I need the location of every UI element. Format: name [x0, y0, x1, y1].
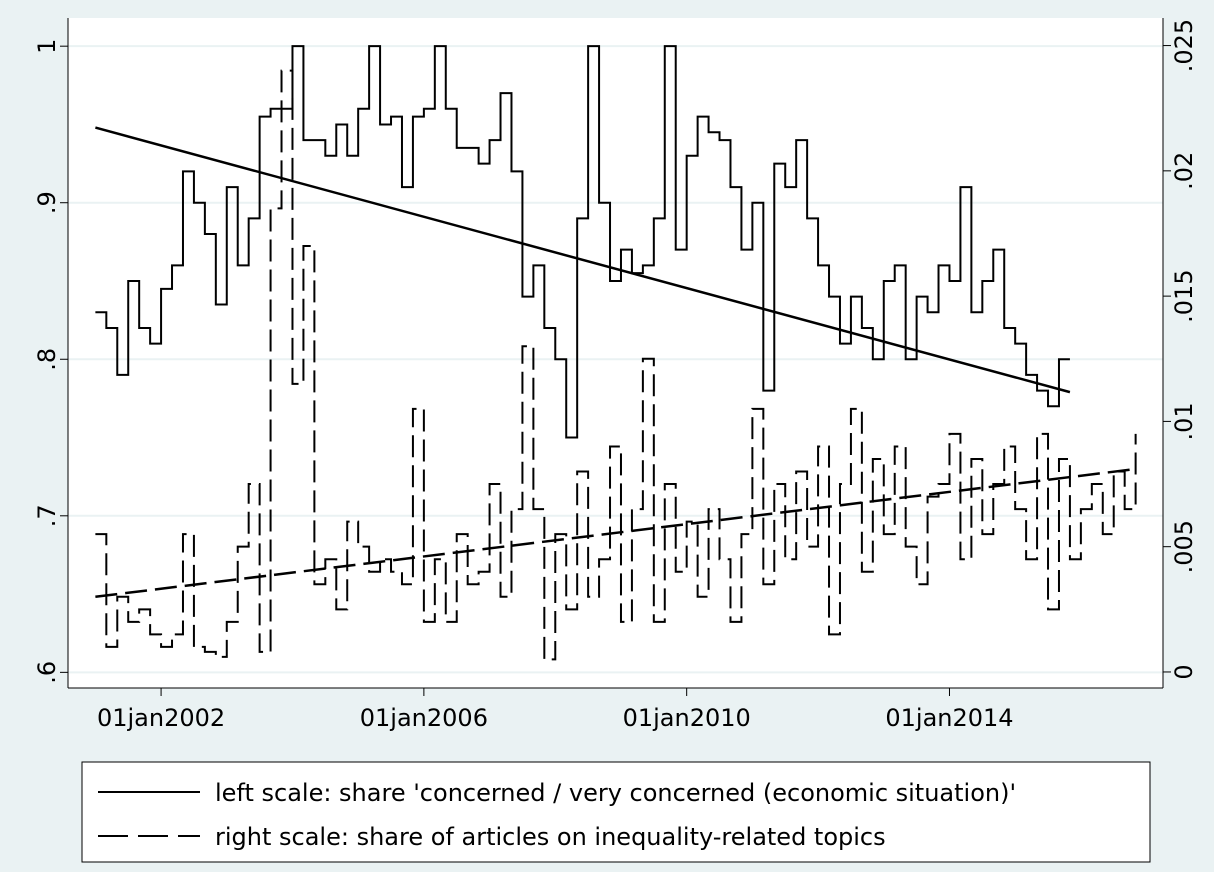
y-tick-label: .7	[33, 504, 61, 527]
trend-line	[95, 126, 1071, 394]
x-tick-label: 01jan2002	[97, 704, 225, 732]
y2-tick-label: .02	[1170, 152, 1198, 190]
data-line	[95, 69, 1137, 661]
y-tick-label: .9	[33, 191, 61, 214]
y-tick-label: .6	[33, 661, 61, 684]
x-tick-label: 01jan2014	[885, 704, 1013, 732]
plot-area	[68, 18, 1163, 688]
legend-label: left scale: share 'concerned / very conc…	[215, 779, 1016, 807]
data-line	[95, 45, 1070, 439]
y2-tick-label: .025	[1170, 19, 1198, 72]
legend-label: right scale: share of articles on inequa…	[215, 823, 886, 851]
y-tick-label: .8	[33, 348, 61, 371]
trend-line	[95, 467, 1136, 599]
y2-tick-label: .015	[1170, 269, 1198, 322]
x-tick-label: 01jan2006	[360, 704, 488, 732]
y-tick-label: 1	[33, 39, 61, 54]
legend	[81, 761, 1151, 863]
y2-tick-label: .01	[1170, 402, 1198, 440]
x-tick-label: 01jan2010	[623, 704, 751, 732]
y2-tick-label: 0	[1170, 664, 1198, 679]
y2-tick-label: .005	[1170, 520, 1198, 573]
